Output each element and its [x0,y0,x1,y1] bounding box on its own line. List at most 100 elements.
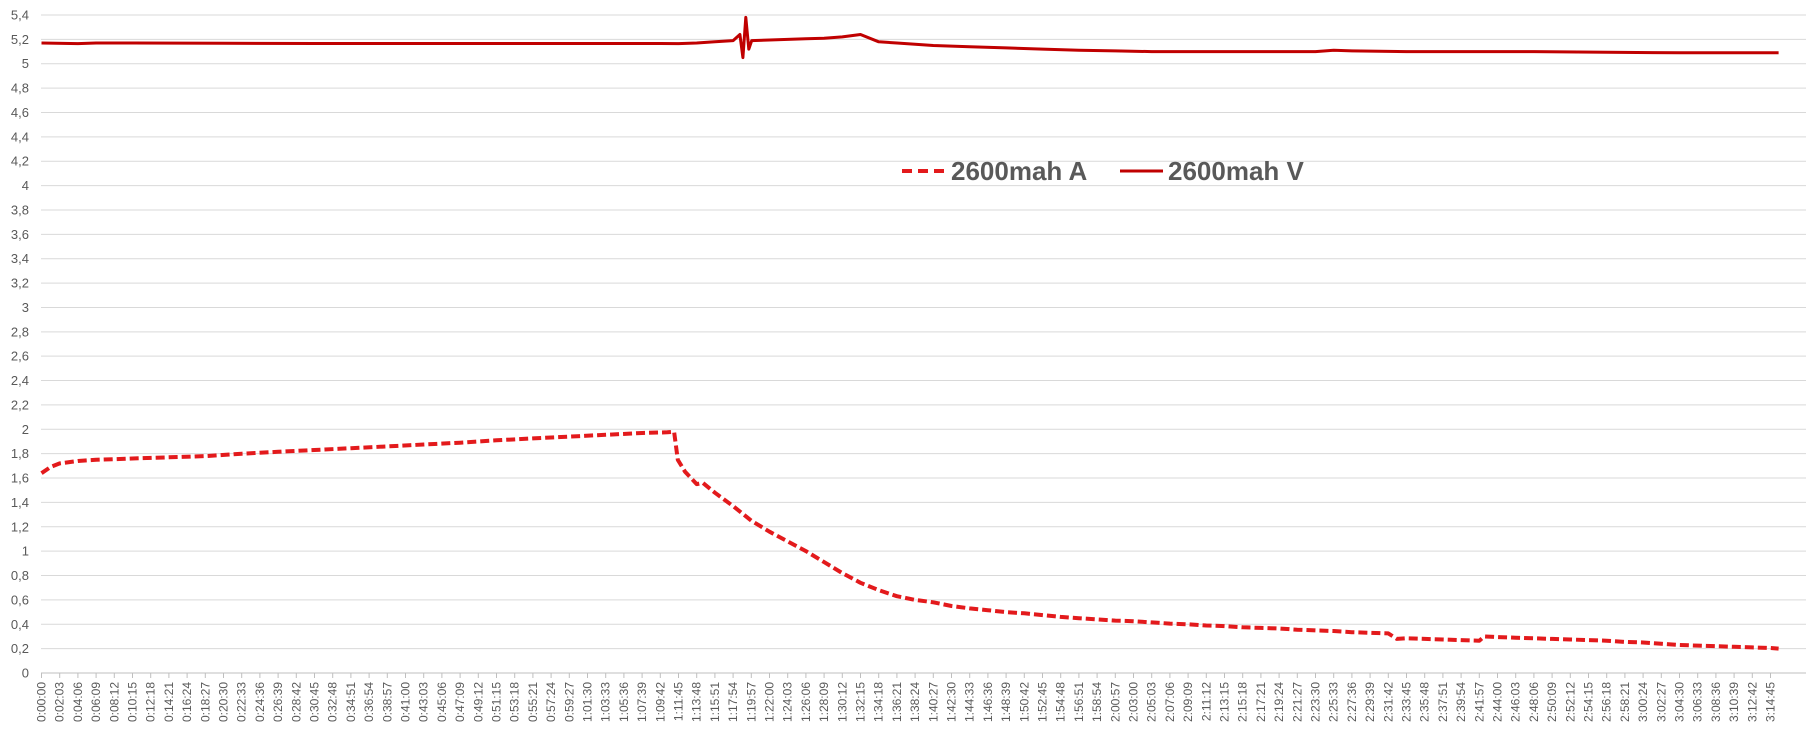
y-tick-label: 4,8 [11,81,29,96]
x-tick-label: 0:24:36 [253,682,267,722]
x-tick-label: 2:56:18 [1600,682,1614,722]
x-tick-label: 1:24:03 [781,682,795,722]
x-tick-label: 2:11:12 [1199,682,1213,721]
x-tick-label: 1:15:51 [708,682,722,722]
x-tick-label: 2:31:42 [1381,682,1395,722]
x-tick-label: 2:33:45 [1400,682,1414,722]
x-tick-label: 1:36:21 [890,682,904,722]
x-tick-label: 1:50:42 [1017,682,1031,722]
x-tick-label: 1:52:45 [1036,682,1050,722]
x-tick-label: 2:29:39 [1363,682,1377,722]
x-tick-label: 0:59:27 [562,682,576,722]
y-tick-label: 1,8 [11,446,29,461]
y-tick-label: 3 [22,300,29,315]
x-tick-label: 1:05:36 [617,682,631,722]
x-tick-label: 0:49:12 [471,682,485,722]
x-tick-label: 2:52:12 [1563,682,1577,722]
y-tick-label: 2,6 [11,349,29,364]
x-tick-label: 2:07:06 [1163,682,1177,722]
x-tick-label: 1:22:00 [763,682,777,722]
x-tick-label: 2:35:48 [1418,682,1432,722]
x-tick-label: 2:44:00 [1491,682,1505,722]
y-axis-ticks: 0 0,2 0,4 0,6 0,8 1 1,2 1,4 1,6 1,8 2 2,2 2,4 2,6 2,8 3… [11,8,29,681]
x-tick-label: 3:00:24 [1636,682,1650,722]
y-tick-label: 4,2 [11,154,29,169]
x-tick-label: 0:06:09 [89,682,103,722]
y-tick-label: 0,8 [11,568,29,583]
x-tick-label: 3:06:33 [1691,682,1705,722]
x-tick-label: 1:44:33 [963,682,977,722]
x-tick-label: 3:14:45 [1764,682,1778,722]
x-tick-label: 3:04:30 [1673,682,1687,722]
y-tick-label: 3,6 [11,227,29,242]
x-tick-label: 1:17:54 [726,682,740,722]
y-tick-label: 2,8 [11,324,29,339]
x-tick-label: 2:48:06 [1527,682,1541,722]
y-tick-label: 5 [22,56,29,71]
y-tick-label: 5,2 [11,32,29,47]
x-tick-label: 2:23:30 [1309,682,1323,722]
x-tick-label: 1:34:18 [872,682,886,722]
x-tick-label: 1:09:42 [653,682,667,722]
x-tick-label: 1:46:36 [981,682,995,722]
series-line-v [41,15,1779,60]
x-tick-label: 0:41:00 [399,682,413,722]
x-tick-label: 0:55:21 [526,682,540,722]
x-tick-label: 2:13:15 [1218,682,1232,722]
x-tick-label: 3:10:39 [1727,682,1741,722]
x-tick-label: 1:32:15 [854,682,868,722]
x-tick-label: 1:01:30 [581,682,595,722]
series-lines [40,15,1779,651]
x-tick-label: 0:43:03 [417,682,431,722]
y-tick-label: 0,4 [11,617,29,632]
x-tick-label: 2:50:09 [1545,682,1559,722]
y-tick-label: 2,2 [11,397,29,412]
y-tick-label: 3,4 [11,251,29,266]
x-tick-label: 1:03:33 [599,682,613,722]
x-tick-label: 2:19:24 [1272,682,1286,722]
legend-label-v: 2600mah V [1168,156,1305,186]
x-tick-label: 2:17:21 [1254,682,1268,722]
x-tick-label: 0:00:00 [35,682,49,722]
x-tick-label: 0:30:45 [308,682,322,722]
x-tick-label: 2:41:57 [1472,682,1486,722]
x-tick-label: 0:34:51 [344,682,358,722]
x-tick-label: 2:21:27 [1290,682,1304,722]
x-tick-label: 1:26:06 [799,682,813,722]
x-tick-label: 1:28:09 [817,682,831,722]
y-tick-label: 4,4 [11,129,29,144]
x-tick-label: 1:40:27 [926,682,940,722]
x-tick-label: 1:11:45 [672,682,686,721]
x-tick-label: 3:12:42 [1745,682,1759,722]
x-tick-label: 1:56:51 [1072,682,1086,722]
legend: 2600mah A 2600mah V [902,156,1305,186]
y-tick-label: 0,2 [11,641,29,656]
x-tick-label: 3:08:36 [1709,682,1723,722]
x-tick-label: 0:53:18 [508,682,522,722]
x-tick-label: 0:45:06 [435,682,449,722]
x-tick-label: 2:15:18 [1236,682,1250,722]
x-tick-label: 2:54:15 [1582,682,1596,722]
x-tick-label: 0:02:03 [53,682,67,722]
x-tick-label: 0:10:15 [126,682,140,722]
x-tick-label: 0:36:54 [362,682,376,722]
x-tick-label: 0:47:09 [453,682,467,722]
x-tick-label: 0:14:21 [162,682,176,722]
x-tick-label: 0:04:06 [71,682,85,722]
y-tick-label: 0,6 [11,592,29,607]
x-tick-label: 2:09:09 [1181,682,1195,722]
x-tick-label: 1:42:30 [945,682,959,722]
y-tick-label: 3,2 [11,276,29,291]
x-tick-label: 1:38:24 [908,682,922,722]
x-tick-label: 0:12:18 [144,682,158,722]
y-tick-label: 1,4 [11,495,29,510]
y-tick-label: 1,6 [11,471,29,486]
y-tick-label: 5,4 [11,8,29,23]
x-tick-label: 1:54:48 [1054,682,1068,722]
x-tick-label: 2:25:33 [1327,682,1341,722]
x-tick-label: 2:58:21 [1618,682,1632,722]
x-tick-label: 2:39:54 [1454,682,1468,722]
legend-label-a: 2600mah A [951,156,1088,186]
x-tick-label: 0:26:39 [271,682,285,722]
